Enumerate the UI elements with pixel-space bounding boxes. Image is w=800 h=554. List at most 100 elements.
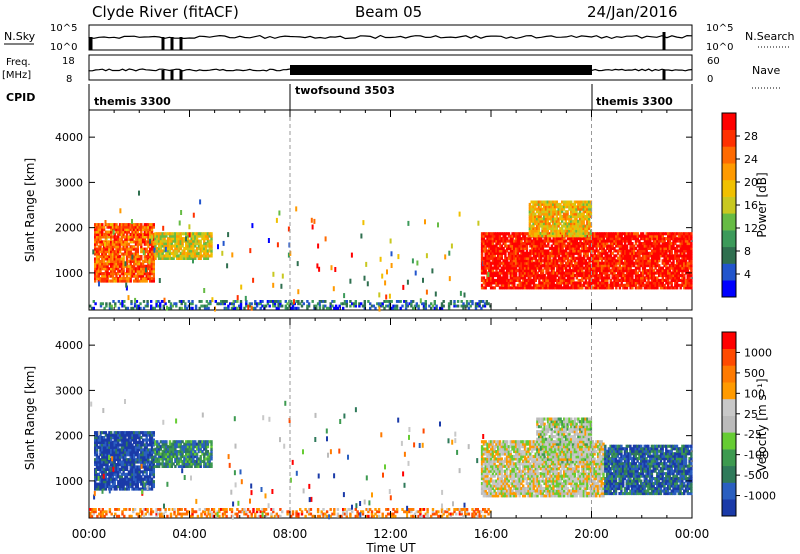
echo-cell (552, 217, 555, 221)
echo-cell (600, 237, 604, 241)
echo-cell (539, 205, 542, 209)
echo-cell (574, 237, 577, 241)
echo-cell (629, 269, 632, 273)
echo-cell (97, 445, 100, 449)
echo-cell (163, 234, 166, 238)
echo-cell (593, 274, 596, 278)
echo-cell (486, 266, 489, 270)
echo-cell (110, 304, 113, 308)
echo-cell (124, 487, 127, 491)
echo-cell (129, 240, 132, 244)
echo-cell (595, 264, 598, 268)
echo-cell (670, 254, 673, 258)
echo-cell (597, 232, 600, 236)
echo-cell (534, 286, 537, 290)
echo-cell (118, 477, 122, 481)
echo-cell (578, 231, 582, 235)
echo-cell (587, 219, 591, 223)
echo-cell (104, 269, 108, 273)
echo-cell (543, 249, 546, 253)
echo-cell (465, 302, 469, 306)
echo-cell (690, 261, 693, 265)
echo-cell (538, 266, 541, 270)
echo-cell (559, 278, 562, 282)
echo-cell (522, 269, 525, 273)
echo-cell (638, 246, 641, 250)
echo-cell (625, 244, 629, 248)
echo-cell (544, 224, 548, 228)
echo-cell (97, 225, 100, 229)
echo-cell (104, 274, 108, 278)
echo-cell (500, 283, 503, 287)
echo-cell (650, 256, 654, 260)
echo-cell (110, 480, 113, 484)
echo-cell (523, 271, 527, 275)
echo-cell (532, 276, 536, 280)
echo-cell (422, 277, 424, 283)
echo-cell (520, 274, 523, 278)
echo-cell (511, 254, 514, 258)
echo-cell (670, 256, 673, 260)
echo-cell (202, 304, 205, 308)
echo-cell (599, 283, 602, 287)
echo-cell (656, 269, 659, 273)
echo-cell (559, 269, 562, 273)
echo-cell (181, 239, 184, 243)
echo-cell (525, 259, 529, 263)
echo-cell (683, 278, 686, 282)
echo-cell (97, 228, 100, 232)
echo-cell (663, 286, 666, 290)
echo-cell (681, 281, 684, 285)
echo-cell (661, 246, 664, 250)
echo-cell (210, 251, 213, 255)
echo-cell (643, 276, 647, 280)
echo-cell (99, 475, 102, 479)
echo-cell (181, 256, 184, 260)
echo-cell (613, 274, 616, 278)
echo-cell (165, 239, 168, 243)
echo-cell (616, 251, 620, 255)
echo-cell (506, 278, 509, 282)
echo-cell (552, 274, 555, 278)
echo-cell (633, 234, 636, 238)
echo-cell (599, 244, 602, 248)
echo-cell (528, 234, 532, 238)
echo-cell (593, 237, 596, 241)
echo-cell (498, 239, 502, 243)
echo-cell (118, 250, 122, 254)
echo-cell (167, 247, 170, 251)
echo-cell (117, 467, 120, 471)
echo-cell (579, 281, 582, 285)
echo-cell (150, 259, 154, 263)
echo-cell (647, 274, 650, 278)
echo-cell (564, 212, 567, 216)
echo-cell (572, 259, 575, 263)
echo-cell (122, 223, 125, 227)
echo-cell (184, 302, 187, 306)
echo-cell (677, 259, 681, 263)
echo-cell (638, 234, 641, 238)
echo-cell (448, 276, 451, 282)
echo-cell (523, 256, 527, 260)
echo-cell (613, 264, 616, 268)
echo-cell (424, 306, 427, 310)
echo-cell (263, 304, 266, 308)
echo-cell (511, 276, 514, 280)
echo-cell (652, 271, 656, 275)
echo-cell (565, 281, 568, 285)
echo-cell (506, 261, 509, 265)
echo-cell (559, 222, 562, 226)
echo-cell (129, 443, 132, 447)
echo-cell (124, 261, 127, 267)
echo-cell (544, 207, 548, 211)
echo-cell (624, 266, 627, 270)
echo-cell (599, 276, 602, 280)
station-title: Clyde River (fitACF) (92, 3, 239, 21)
echo-cell (104, 264, 108, 268)
echo-cell (513, 234, 516, 238)
echo-cell (491, 278, 495, 282)
echo-cell (527, 256, 530, 260)
echo-cell (290, 300, 293, 303)
echo-cell (115, 458, 118, 462)
echo-cell (581, 274, 584, 278)
